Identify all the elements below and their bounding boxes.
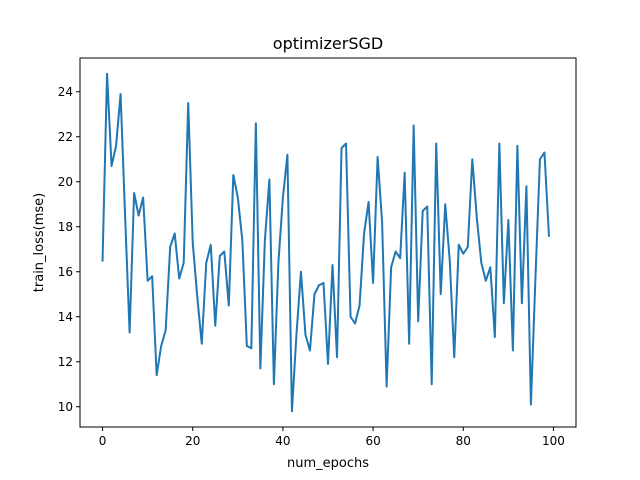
x-tick-label: 0 [99, 434, 107, 448]
y-tick-label: 20 [58, 175, 73, 189]
x-tick-label: 20 [185, 434, 200, 448]
series-line-0 [101, 72, 551, 413]
axis-ticks: 0 20 40 60 80 100 10 12 14 16 18 20 22 24 [58, 85, 565, 448]
x-tick-label: 40 [275, 434, 290, 448]
x-axis-label: num_epochs [287, 456, 369, 471]
x-tick-label: 80 [456, 434, 471, 448]
plot-area [101, 72, 551, 413]
y-axis-label: train_loss(mse) [32, 193, 47, 292]
y-tick-label: 24 [58, 85, 73, 99]
y-tick-label: 22 [58, 130, 73, 144]
y-tick-label: 14 [58, 310, 73, 324]
plot-frame [79, 57, 577, 428]
y-tick-label: 18 [58, 220, 73, 234]
y-tick-label: 12 [58, 355, 73, 369]
x-tick-label: 60 [365, 434, 380, 448]
y-tick-label: 10 [58, 400, 73, 414]
x-tick-label: 100 [542, 434, 565, 448]
chart-title: optimizerSGD [273, 34, 383, 53]
y-tick-label: 16 [58, 265, 73, 279]
